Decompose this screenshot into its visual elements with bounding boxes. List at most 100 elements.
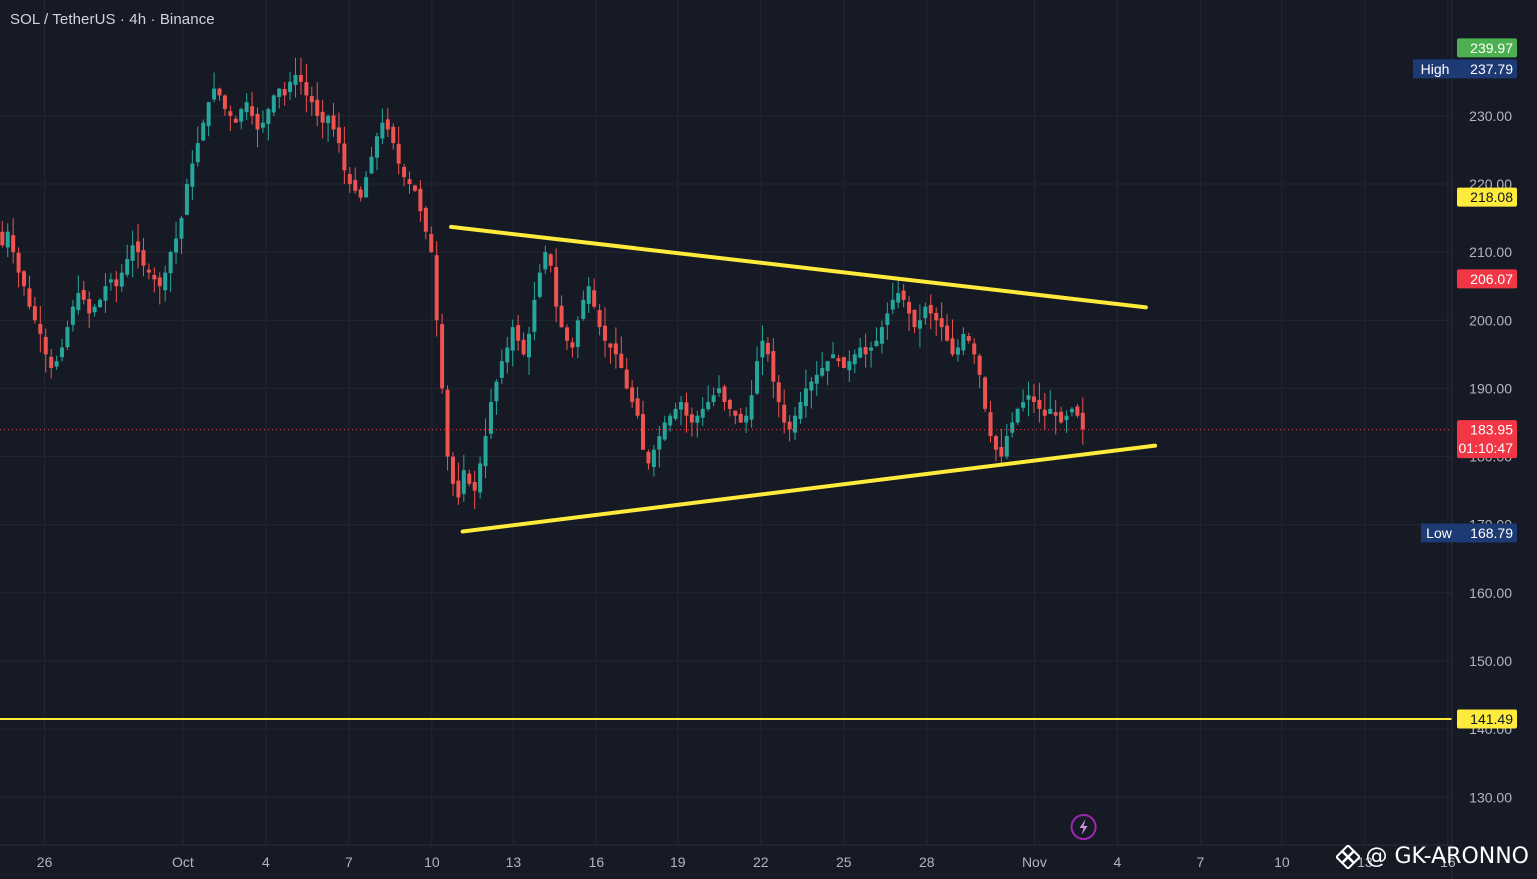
candle-body <box>304 82 309 96</box>
price-tag-bg <box>1457 59 1517 79</box>
watermark-text: @ GK-ARONNO <box>1365 844 1530 869</box>
candle-body <box>912 309 917 328</box>
candle-body <box>179 218 184 239</box>
candle-body <box>1037 399 1042 409</box>
x-tick-label: 26 <box>37 854 53 870</box>
candle-body <box>820 367 825 376</box>
interval-label[interactable]: 4h <box>129 11 147 28</box>
candle-body <box>212 88 217 100</box>
candle-body <box>657 436 662 450</box>
x-tick-label: Nov <box>1022 854 1047 870</box>
candle-body <box>1069 408 1074 413</box>
x-tick-label: 19 <box>670 854 686 870</box>
candle-body <box>201 122 206 141</box>
candle-body <box>521 339 526 355</box>
price-tag-value: 183.95 <box>1470 422 1513 438</box>
candle-body <box>532 299 537 332</box>
candle-body <box>793 415 798 433</box>
candle-body <box>282 89 287 96</box>
candle-body <box>749 395 754 420</box>
candle-body <box>613 343 618 355</box>
candle-body <box>1064 415 1069 421</box>
y-tick-label: 190.00 <box>1469 380 1512 396</box>
candle-body <box>418 188 423 212</box>
candle-body <box>597 310 602 328</box>
candle-body <box>364 177 369 198</box>
candle-body <box>222 95 227 110</box>
candle-body <box>76 293 81 311</box>
candle-body <box>874 340 879 347</box>
candle-body <box>733 410 738 416</box>
candle-body <box>184 183 189 215</box>
candle-body <box>673 408 678 419</box>
candle-body <box>1053 412 1058 416</box>
candle-body <box>869 347 874 351</box>
price-tag-value: 206.07 <box>1470 271 1513 287</box>
candle-body <box>847 361 852 371</box>
candle-body <box>776 382 781 403</box>
candle-body <box>391 126 396 144</box>
candle-body <box>836 358 841 362</box>
candle-body <box>450 456 455 484</box>
candle-body <box>250 106 255 116</box>
candle-body <box>1031 396 1036 403</box>
candle-body <box>1080 412 1085 430</box>
candle-body <box>108 279 113 283</box>
candle-body <box>483 436 488 467</box>
price-tag-value: 237.79 <box>1470 61 1513 77</box>
price-tag-value: 239.97 <box>1470 40 1513 56</box>
candle-body <box>760 340 765 358</box>
candle-body <box>1059 411 1064 423</box>
candle-body <box>782 404 787 423</box>
price-tag-value: 168.79 <box>1470 525 1513 541</box>
candle-body <box>271 95 276 113</box>
candle-body <box>798 402 803 420</box>
candle-body <box>309 96 314 103</box>
candle-body <box>706 402 711 410</box>
candle-body <box>950 338 955 355</box>
candle-body <box>38 323 43 334</box>
candle-body <box>478 463 483 493</box>
candle-body <box>461 470 466 494</box>
candle-body <box>380 122 385 139</box>
chart-title: SOL / TetherUS · 4h · Binance <box>10 11 215 28</box>
candle-body <box>369 156 374 174</box>
candle-body <box>755 361 760 394</box>
candle-body <box>972 343 977 355</box>
candle-body <box>32 306 37 321</box>
candle-body <box>244 102 249 113</box>
candle-body <box>858 347 863 358</box>
candle-body <box>581 299 586 319</box>
candle-body <box>260 122 265 128</box>
candle-body <box>298 74 303 82</box>
candle-body <box>684 402 689 416</box>
symbol-label[interactable]: SOL / TetherUS <box>10 11 116 28</box>
x-tick-label: 16 <box>1440 854 1456 870</box>
candle-body <box>190 163 195 187</box>
candle-body <box>195 143 200 163</box>
candle-body <box>239 109 244 122</box>
candle-body <box>831 354 836 359</box>
candle-body <box>548 254 553 266</box>
y-tick-label: 230.00 <box>1469 108 1512 124</box>
candle-body <box>592 290 597 307</box>
candle-body <box>1048 408 1053 415</box>
x-tick-label: 7 <box>345 854 353 870</box>
candle-body <box>423 207 428 232</box>
candle-body <box>744 415 749 423</box>
candle-body <box>852 354 857 365</box>
candle-body <box>320 111 325 123</box>
y-tick-label: 160.00 <box>1469 585 1512 601</box>
candle-body <box>939 318 944 328</box>
trendline-upper <box>449 224 1148 310</box>
candle-body <box>472 481 477 491</box>
candle-body <box>103 286 108 301</box>
candle-body <box>11 235 16 253</box>
candle-body <box>993 436 998 450</box>
candle-body <box>564 327 569 341</box>
candle-body <box>1026 395 1031 400</box>
candle-body <box>668 415 673 426</box>
candle-body <box>1021 402 1026 408</box>
